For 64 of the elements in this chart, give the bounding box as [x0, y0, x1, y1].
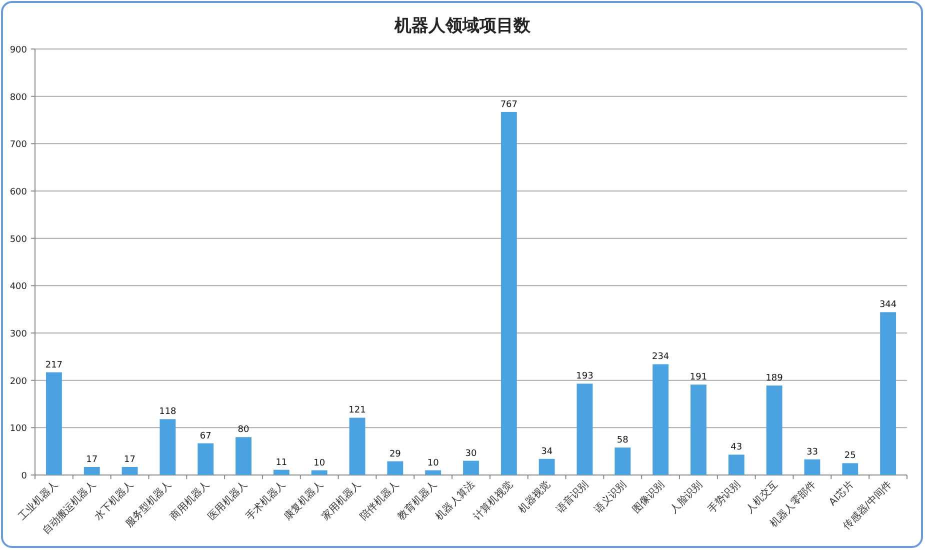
bar — [576, 384, 593, 475]
x-tick-label: 语音识别 — [554, 478, 591, 516]
data-label: 58 — [616, 436, 629, 446]
bar — [425, 470, 442, 475]
y-tick-label: 800 — [10, 92, 28, 103]
bar — [160, 419, 176, 475]
bar — [273, 470, 290, 475]
data-label: 344 — [879, 300, 897, 310]
data-label: 118 — [159, 407, 177, 418]
x-tick-label: 图像识别 — [630, 478, 667, 516]
data-label: 217 — [45, 360, 63, 370]
bar — [880, 312, 896, 475]
data-label: 67 — [200, 431, 212, 442]
data-label: 80 — [238, 425, 250, 436]
y-tick-label: 600 — [10, 188, 28, 198]
bar — [538, 458, 555, 475]
x-tick-label: 手势识别 — [706, 478, 743, 516]
bar — [500, 112, 517, 475]
y-tick-label: 900 — [10, 46, 28, 56]
x-tick-label: AI芯片 — [826, 478, 856, 508]
bar — [842, 463, 858, 475]
data-label: 193 — [576, 372, 594, 382]
data-label: 25 — [844, 451, 856, 462]
y-tick-label: 700 — [10, 140, 28, 150]
data-label: 33 — [806, 447, 818, 458]
y-tick-label: 500 — [10, 234, 28, 245]
data-label: 234 — [652, 352, 670, 362]
data-label: 17 — [124, 454, 136, 465]
x-tick-label: 人脸识别 — [668, 478, 705, 516]
y-tick-label: 300 — [10, 330, 28, 340]
bar — [349, 418, 366, 475]
data-label: 29 — [389, 449, 402, 460]
data-label: 30 — [465, 448, 477, 459]
bar — [198, 443, 214, 475]
data-label: 767 — [500, 100, 518, 110]
data-label: 11 — [276, 458, 288, 468]
y-tick-label: 200 — [10, 376, 28, 387]
data-label: 34 — [541, 446, 553, 457]
data-label: 17 — [86, 454, 98, 465]
y-tick-label: 100 — [10, 424, 28, 434]
bar — [652, 364, 669, 475]
bar — [804, 459, 820, 475]
bar — [311, 470, 328, 475]
bar — [614, 448, 631, 475]
data-label: 191 — [690, 372, 708, 383]
bar — [728, 454, 744, 475]
data-label: 121 — [348, 406, 366, 416]
data-label: 10 — [427, 458, 440, 468]
x-tick-label: 机器视觉 — [516, 478, 553, 516]
bar — [122, 466, 138, 475]
y-tick-label: 400 — [10, 282, 28, 292]
bar — [690, 384, 706, 475]
bar — [236, 437, 252, 475]
x-tick-label: 语义识别 — [592, 478, 629, 516]
data-label: 10 — [314, 458, 326, 468]
bar — [46, 372, 62, 475]
bar — [84, 466, 100, 475]
bar — [766, 386, 782, 475]
data-label: 43 — [730, 442, 742, 453]
y-tick-label: 0 — [21, 472, 28, 482]
chart-title: 机器人领域项目数 — [394, 16, 532, 36]
bar — [387, 461, 404, 475]
data-label: 189 — [766, 374, 784, 384]
bar — [463, 460, 479, 475]
